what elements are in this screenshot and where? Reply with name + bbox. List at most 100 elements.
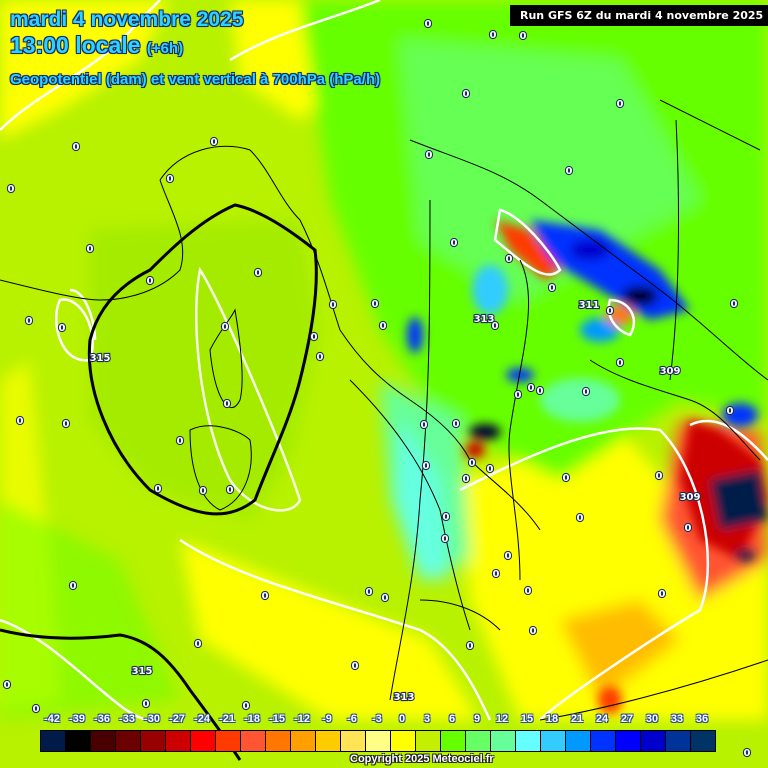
zero-contour-label: 0 <box>566 166 573 177</box>
colorbar-label: -27 <box>169 713 185 725</box>
colorbar-label: -12 <box>294 713 310 725</box>
zero-contour-label: 0 <box>467 641 474 652</box>
zero-contour-label: 0 <box>577 513 584 524</box>
colorbar-label: 3 <box>423 713 431 725</box>
zero-contour-label: 0 <box>372 299 379 310</box>
zero-contour-label: 0 <box>530 626 537 637</box>
colorbar-label: -30 <box>144 713 160 725</box>
colorbar-swatch <box>591 731 616 751</box>
colorbar-label: -6 <box>347 713 357 725</box>
zero-contour-label: 0 <box>147 276 154 287</box>
colorbar-label: 21 <box>570 713 584 725</box>
colorbar-swatch <box>191 731 216 751</box>
zero-contour-label: 0 <box>442 534 449 545</box>
zero-contour-label: 0 <box>463 474 470 485</box>
geopotential-label: 311 <box>579 300 600 311</box>
zero-contour-label: 0 <box>617 99 624 110</box>
geopotential-label: 313 <box>394 692 415 703</box>
zero-contour-label: 0 <box>70 581 77 592</box>
colorbar-swatch <box>641 731 666 751</box>
zero-contour-label: 0 <box>352 661 359 672</box>
copyright: Copyright 2025 Meteociel.fr <box>350 753 494 765</box>
zero-contour-label: 0 <box>63 419 70 430</box>
zero-contour-label: 0 <box>243 701 250 712</box>
colorbar-swatch <box>541 731 566 751</box>
colorbar-label: -39 <box>69 713 85 725</box>
geopotential-lines <box>0 203 318 761</box>
contour-labels: 0 0 0 0 0 0 0 0 0 0 0 0 0 0 0 0 0 0 0 0 0 0 0 0 0 0 0 0 0 0 0 0 0 0 0 0 0 0 0 0… <box>2 18 751 760</box>
zero-contour-label: 0 <box>607 306 614 317</box>
colorbar <box>40 730 716 752</box>
zero-contour-label: 0 <box>685 523 692 534</box>
colorbar-swatch <box>566 731 591 751</box>
geopotential-label: 309 <box>680 492 701 503</box>
zero-contour-label: 0 <box>262 591 269 602</box>
colorbar-swatch <box>341 731 366 751</box>
zero-contour-label: 0 <box>463 89 470 100</box>
colorbar-swatch <box>241 731 266 751</box>
zero-contour-label: 0 <box>317 352 324 363</box>
zero-contour-label: 0 <box>453 419 460 430</box>
colorbar-swatch <box>366 731 391 751</box>
zero-contour-label: 0 <box>515 390 522 401</box>
zero-contour-label: 0 <box>330 300 337 311</box>
colorbar-swatch <box>466 731 491 751</box>
colorbar-swatch <box>141 731 166 751</box>
zero-contour-label: 0 <box>17 416 24 427</box>
zero-contour-label: 0 <box>255 268 262 279</box>
zero-contour-label: 0 <box>490 30 497 41</box>
run-info-banner: Run GFS 6Z du mardi 4 novembre 2025 <box>510 5 768 26</box>
zero-contour-label: 0 <box>227 485 234 496</box>
colorbar-label: -9 <box>322 713 332 725</box>
zero-contour-label: 0 <box>727 406 734 417</box>
zero-contour-label: 0 <box>177 436 184 447</box>
colorbar-swatch <box>616 731 641 751</box>
colorbar-swatch <box>41 731 66 751</box>
zero-contour-label: 0 <box>423 461 430 472</box>
colorbar-label: -18 <box>244 713 260 725</box>
map-subtitle: Geopotentiel (dam) et vent vertical à 70… <box>10 71 381 88</box>
geopotential-label: 309 <box>660 366 681 377</box>
colorbar-label: -42 <box>44 713 60 725</box>
zero-contour-label: 0 <box>4 680 11 691</box>
zero-contour-label: 0 <box>224 399 231 410</box>
colorbar-label: -21 <box>219 713 235 725</box>
colorbar-swatch <box>441 731 466 751</box>
zero-contour-label: 0 <box>505 551 512 562</box>
zero-contour-label: 0 <box>380 321 387 332</box>
zero-contour-label: 0 <box>73 142 80 153</box>
colorbar-swatch <box>491 731 516 751</box>
colorbar-swatch <box>66 731 91 751</box>
zero-contour-label: 0 <box>469 458 476 469</box>
zero-contour-label: 0 <box>492 321 499 332</box>
colorbar-label: -3 <box>372 713 382 725</box>
colorbar-label: 9 <box>473 713 481 725</box>
country-borders <box>0 99 768 721</box>
zero-contour-label: 0 <box>155 484 162 495</box>
zero-contour-label: 0 <box>143 699 150 710</box>
zero-contour-label: 0 <box>211 137 218 148</box>
zero-contour-label: 0 <box>506 254 513 265</box>
colorbar-label: 30 <box>645 713 659 725</box>
colorbar-label: -36 <box>94 713 110 725</box>
colorbar-swatch <box>291 731 316 751</box>
colorbar-swatch <box>691 731 715 751</box>
zero-contour-label: 0 <box>59 323 66 334</box>
colorbar-swatch <box>391 731 416 751</box>
zero-contour-label: 0 <box>87 244 94 255</box>
colorbar-label: 6 <box>448 713 456 725</box>
zero-contour-label: 0 <box>493 569 500 580</box>
zero-contour-label: 0 <box>425 19 432 30</box>
forecast-date: mardi 4 novembre 2025 <box>10 8 244 31</box>
zero-contour-label: 0 <box>528 383 535 394</box>
zero-contour-label: 0 <box>33 704 40 715</box>
forecast-offset: (+6h) <box>146 40 184 57</box>
colorbar-swatch <box>91 731 116 751</box>
colorbar-label: 0 <box>398 713 406 725</box>
colorbar-label: 12 <box>495 713 509 725</box>
zero-contour-label: 0 <box>311 332 318 343</box>
zero-contour-label: 0 <box>549 283 556 294</box>
zero-contour-label: 0 <box>537 386 544 397</box>
geopotential-label: 315 <box>132 666 153 677</box>
colorbar-swatch <box>416 731 441 751</box>
